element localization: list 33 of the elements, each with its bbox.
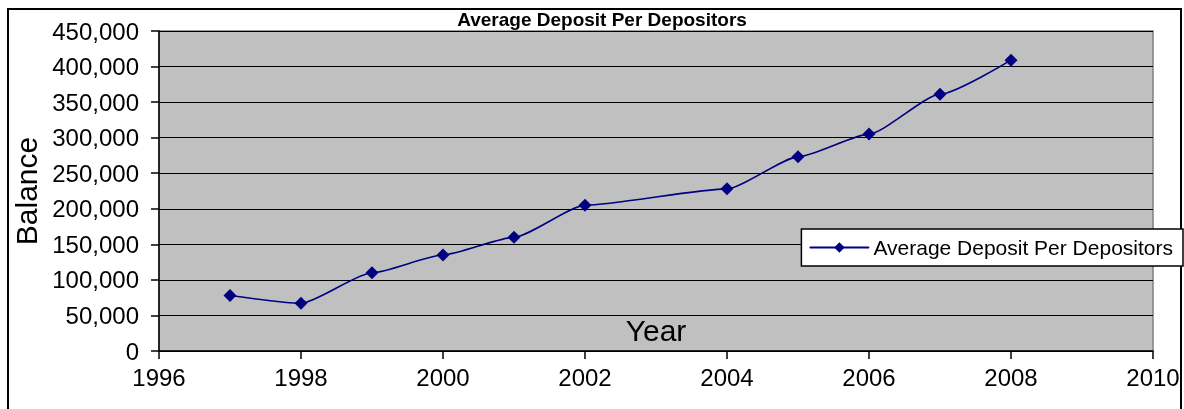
x-tick-label: 1998	[274, 363, 328, 391]
y-tick-label: 450,000	[52, 17, 139, 45]
x-tick-label: 2002	[558, 363, 612, 391]
point	[1004, 53, 1018, 67]
y-tick-label: 0	[125, 337, 139, 365]
x-axis-title: Year	[625, 313, 687, 347]
point	[223, 289, 237, 303]
y-tick-label: 150,000	[52, 230, 139, 258]
chart-title: Average Deposit Per Depositors	[457, 9, 747, 30]
point	[578, 198, 592, 212]
x-tick-label: 2010	[1126, 363, 1180, 391]
x-tick-label: 2004	[700, 363, 754, 391]
point	[436, 248, 450, 262]
x-tick-label: 2008	[984, 363, 1038, 391]
point	[294, 296, 308, 310]
y-axis-title: Balance	[9, 136, 43, 246]
legend-label: Average Deposit Per Depositors	[873, 236, 1174, 259]
point	[933, 87, 947, 101]
point	[862, 127, 876, 141]
x-tick-label: 2000	[416, 363, 470, 391]
y-tick-label: 400,000	[52, 53, 139, 81]
point	[791, 150, 805, 164]
y-tick-label: 200,000	[52, 195, 139, 223]
x-tick-label: 1996	[132, 363, 186, 391]
y-tick-label: 300,000	[52, 124, 139, 152]
x-tick-label: 2006	[842, 363, 896, 391]
y-tick-label: 350,000	[52, 88, 139, 116]
point	[720, 182, 734, 196]
y-tick-label: 100,000	[52, 266, 139, 294]
point	[365, 266, 379, 280]
y-tick-label: 250,000	[52, 159, 139, 187]
y-tick-label: 50,000	[65, 301, 139, 329]
point	[507, 230, 521, 244]
